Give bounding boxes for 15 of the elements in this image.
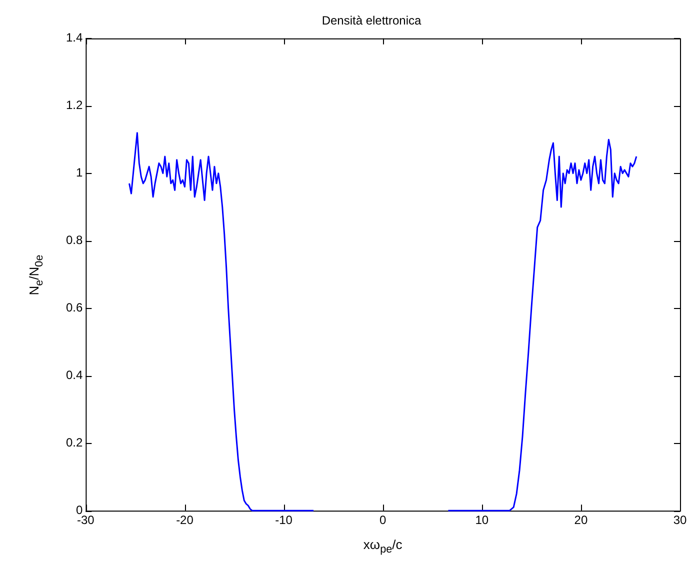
x-tick-label: -10 (275, 513, 293, 528)
y-tick-label: 1 (76, 166, 83, 180)
chart-title: Densità elettronica (322, 14, 422, 28)
x-tick-label: -20 (176, 513, 194, 528)
y-tick-label: 0.2 (66, 435, 83, 450)
x-tick-label: 30 (673, 513, 687, 528)
x-axis-title: xω$_{pe}$/c (363, 536, 402, 556)
y-tick-label: 1.4 (66, 30, 83, 45)
y-tick-label: 0.8 (66, 233, 83, 248)
y-tick-label: 1.2 (66, 98, 83, 112)
y-tick-label: 0.4 (66, 368, 83, 382)
y-tick-label: 0.6 (66, 300, 83, 315)
x-tick-label: 0 (379, 513, 386, 528)
x-tick-label: 10 (475, 513, 489, 528)
x-tick-label: 20 (574, 513, 588, 528)
